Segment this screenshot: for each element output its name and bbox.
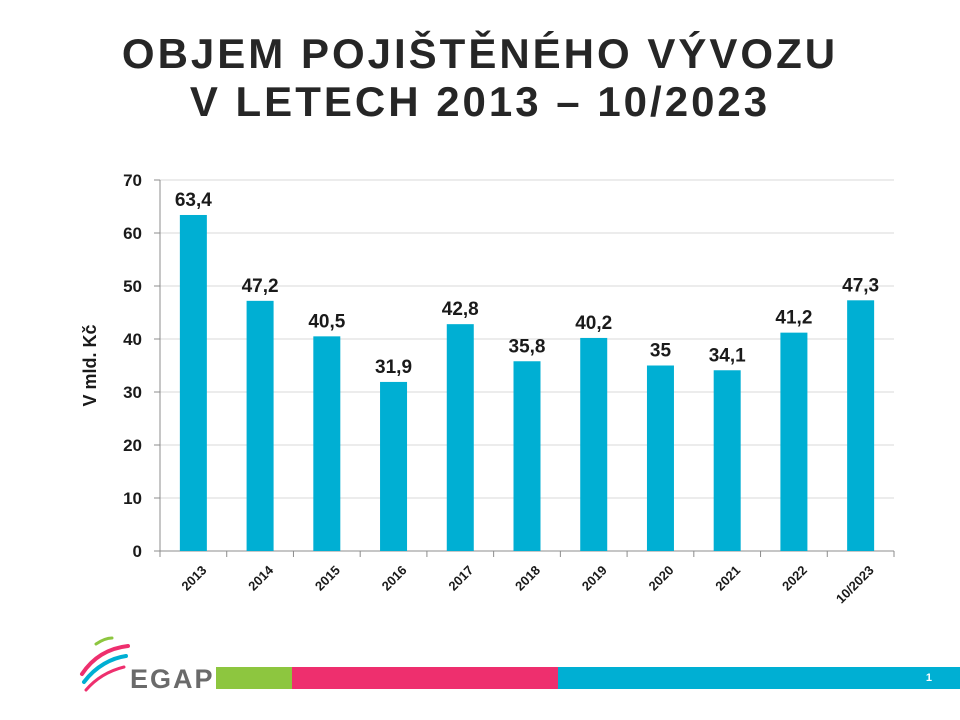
data-label: 40,5 — [308, 311, 345, 332]
x-tick-label: 2015 — [312, 563, 343, 594]
bar — [179, 214, 207, 552]
data-label: 41,2 — [775, 308, 812, 329]
data-label: 47,2 — [242, 276, 279, 297]
data-label: 42,8 — [442, 299, 479, 320]
y-tick-label: 10 — [123, 489, 142, 508]
footer-stripe-green — [216, 667, 292, 689]
y-tick-label: 70 — [123, 171, 142, 190]
bar — [713, 370, 741, 551]
data-label: 31,9 — [375, 357, 412, 378]
bar — [380, 381, 408, 551]
bar — [780, 332, 808, 551]
title-line-1: OBJEM POJIŠTĚNÉHO VÝVOZU — [121, 30, 839, 77]
page-number: 1 — [925, 672, 932, 684]
data-label: 63,4 — [175, 190, 212, 211]
bar-chart: 0 10 20 30 40 50 60 70 63,4 2013 47,2 2014 40,5 2015 3… — [80, 171, 895, 607]
footer-stripe-pink — [292, 667, 558, 689]
y-tick-label: 20 — [123, 436, 142, 455]
x-tick-label: 2016 — [379, 563, 410, 594]
bar — [580, 337, 608, 551]
logo-text: EGAP — [130, 664, 215, 694]
x-tick-label: 2017 — [445, 563, 476, 594]
y-tick-label: 30 — [123, 383, 142, 402]
y-tick-label: 60 — [123, 224, 142, 243]
data-label: 35 — [650, 341, 672, 362]
x-tick-label: 2020 — [646, 563, 677, 594]
bar — [847, 300, 875, 551]
y-tick-label: 40 — [123, 330, 142, 349]
data-label: 35,8 — [509, 336, 546, 357]
y-tick-label: 0 — [133, 542, 142, 561]
title-line-2: V LETECH 2013 – 10/2023 — [189, 78, 771, 125]
x-tick-label: 2021 — [712, 563, 743, 594]
bar — [446, 324, 474, 551]
x-tick-label: 2022 — [779, 563, 810, 594]
bar — [646, 365, 674, 551]
x-tick-label: 2014 — [245, 562, 277, 594]
y-tick-label: 50 — [123, 277, 142, 296]
x-tick-label: 2018 — [512, 563, 543, 594]
footer-stripe-blue — [558, 667, 960, 689]
y-axis-label: V mld. Kč — [80, 324, 100, 406]
slide-title: OBJEM POJIŠTĚNÉHO VÝVOZU V LETECH 2013 –… — [0, 30, 960, 126]
data-label: 40,2 — [575, 313, 612, 334]
x-tick-label: 2013 — [178, 563, 209, 594]
data-label: 34,1 — [709, 345, 746, 366]
bar — [313, 336, 341, 551]
data-label: 47,3 — [842, 275, 879, 296]
bar — [513, 361, 541, 551]
x-tick-label: 10/2023 — [833, 563, 877, 607]
bar — [246, 300, 274, 551]
x-tick-label: 2019 — [579, 563, 610, 594]
egap-logo-icon — [80, 636, 130, 692]
